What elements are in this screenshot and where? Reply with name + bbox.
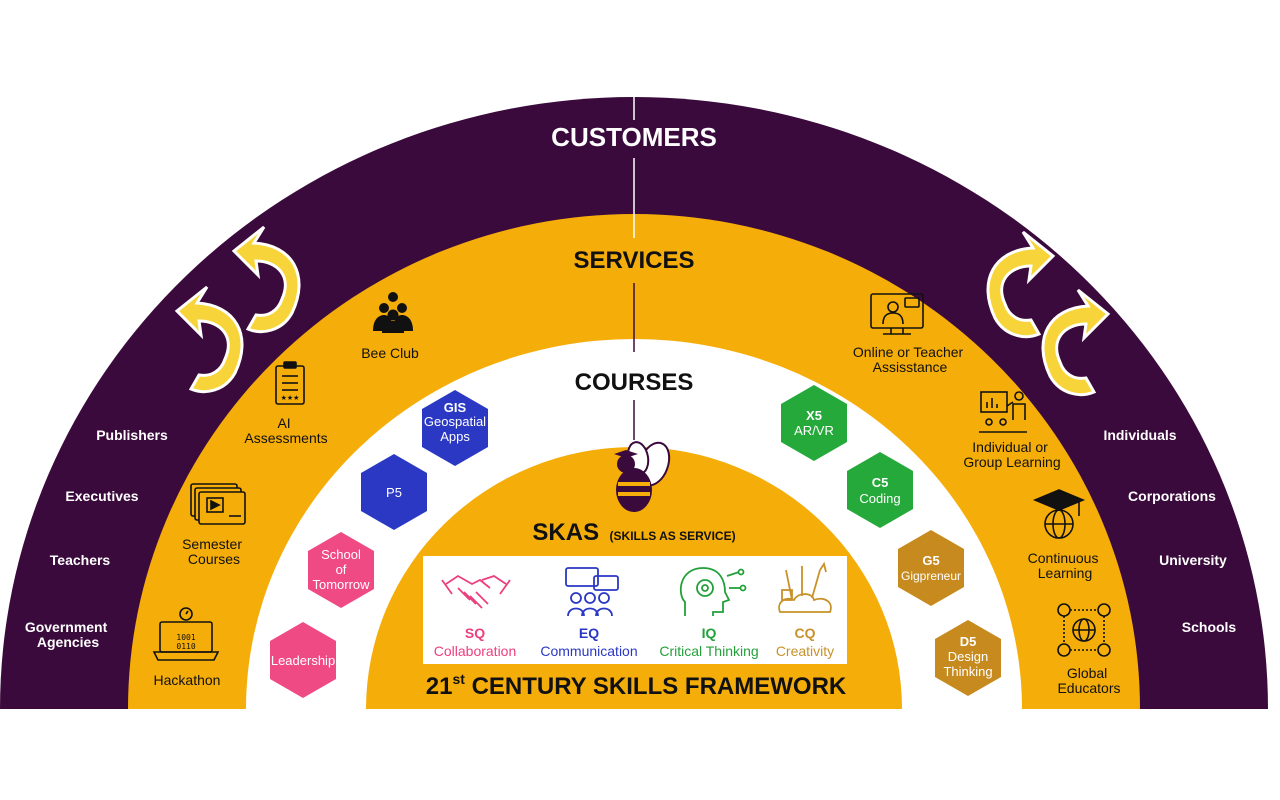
video-course-icon [190,483,246,525]
service-online-line-2: Assisstance [873,359,948,375]
bee-icon [614,441,671,512]
global-network-icon [1057,603,1111,657]
service-bee-club: Bee Club [361,345,419,361]
framework-title: 21st CENTURY SKILLS FRAMEWORK [426,671,847,700]
service-semester-courses: Semester Courses [182,536,246,567]
skill-cq-name: Creativity [776,643,834,659]
framework-superscript: st [452,671,465,687]
clipboard-icon: ★★★ [275,361,305,405]
service-continuous-line-2: Learning [1038,565,1093,581]
course-hex-leadership[interactable]: Leadership [270,622,336,698]
customer-publishers: Publishers [96,427,168,443]
group-icon [373,292,413,333]
course-x5-label: AR/VR [794,423,834,438]
course-sot-line-3: Tomorrow [312,577,370,592]
customer-teachers: Teachers [50,552,111,568]
course-sot-line-2: of [336,562,347,577]
laptop-timer-icon: 1001 0110 [152,607,220,661]
svg-text:0110: 0110 [176,642,195,651]
svg-text:★★★: ★★★ [281,394,300,402]
chat-team-icon [565,567,619,617]
svg-text:1001: 1001 [176,633,195,642]
course-hex-p5[interactable]: P5 [361,454,427,530]
courses-title: COURSES [575,369,694,396]
customer-executives: Executives [65,488,138,504]
course-hex-c5[interactable]: C5 Coding [847,452,913,528]
service-global-line-1: Global [1067,665,1107,681]
service-individual-group: Individual or Group Learning [963,439,1060,470]
skas-subtitle: (SKILLS AS SERVICE) [610,529,736,543]
course-x5-code: X5 [806,408,822,423]
customer-schools: Schools [1182,619,1237,635]
skas-title: SKAS (SKILLS AS SERVICE) [532,519,735,546]
course-hex-school-of-tomorrow[interactable]: School of Tomorrow [308,532,374,608]
course-gis-line-2: Apps [440,429,470,444]
curved-arrow-icon [1041,288,1111,397]
service-ai-line-1: AI [277,415,290,431]
course-gis-code: GIS [444,400,467,415]
online-teacher-icon [870,293,924,335]
service-global-line-2: Educators [1057,680,1120,696]
service-semester-line-1: Semester [182,536,242,552]
art-tools-icon [778,561,832,613]
services-title: SERVICES [574,247,695,274]
service-individual-line-2: Group Learning [963,454,1060,470]
customers-title: CUSTOMERS [551,122,717,152]
skill-iq-name: Critical Thinking [659,643,758,659]
customer-government-agencies: Government Agencies [25,619,111,650]
course-sot-line-1: School [321,547,361,562]
course-hex-x5[interactable]: X5 AR/VR [781,385,847,461]
skas-main: SKAS [532,519,599,546]
skill-sq-name: Collaboration [434,643,517,659]
handshake-icon [441,574,511,609]
course-g5-code: G5 [922,553,939,568]
course-hex-g5[interactable]: G5 Gigpreneur [898,530,964,606]
service-individual-line-1: Individual or [972,439,1048,455]
skill-cq-code: CQ [795,625,816,641]
service-ai-assessments: AI Assessments [244,415,327,446]
skill-iq-code: IQ [702,625,717,641]
course-c5-code: C5 [872,475,889,490]
service-ai-line-2: Assessments [244,430,327,446]
customer-university: University [1159,552,1227,568]
service-global-educators: Global Educators [1057,665,1120,696]
course-gis-line-1: Geospatial [424,414,486,429]
service-online-teacher: Online or Teacher Assisstance [853,344,967,375]
customer-government-agencies-text: Government [25,619,108,635]
service-online-line-1: Online or Teacher [853,344,964,360]
framework-rest: CENTURY SKILLS FRAMEWORK [465,673,847,700]
graduation-globe-icon [1032,489,1086,539]
course-d5-line-2: Thinking [943,664,992,679]
skills-panel [423,556,847,664]
course-g5-label: Gigpreneur [901,569,961,583]
service-continuous-learning: Continuous Learning [1028,550,1103,581]
course-leadership-label: Leadership [271,653,335,668]
customer-corporations: Corporations [1128,488,1216,504]
presentation-icon [979,391,1027,433]
brain-gear-icon [679,567,747,616]
service-hackathon: Hackathon [154,672,221,688]
curved-arrow-icon [174,285,244,394]
framework-number: 21 [426,673,453,700]
course-p5-label: P5 [386,485,402,500]
course-hex-d5[interactable]: D5 Design Thinking [935,620,1001,696]
skill-eq-name: Communication [540,643,637,659]
skill-eq-code: EQ [579,625,599,641]
curved-arrow-icon [986,230,1056,339]
customer-individuals: Individuals [1103,427,1176,443]
service-semester-line-2: Courses [188,551,240,567]
course-hex-gis[interactable]: GIS Geospatial Apps [422,390,488,466]
course-d5-line-1: Design [948,649,988,664]
customer-government-agencies-line-2: Agencies [37,634,99,650]
skill-sq-code: SQ [465,625,485,641]
curved-arrow-icon [231,225,301,334]
service-continuous-line-1: Continuous [1028,550,1099,566]
course-d5-code: D5 [960,634,977,649]
course-c5-label: Coding [859,491,900,506]
